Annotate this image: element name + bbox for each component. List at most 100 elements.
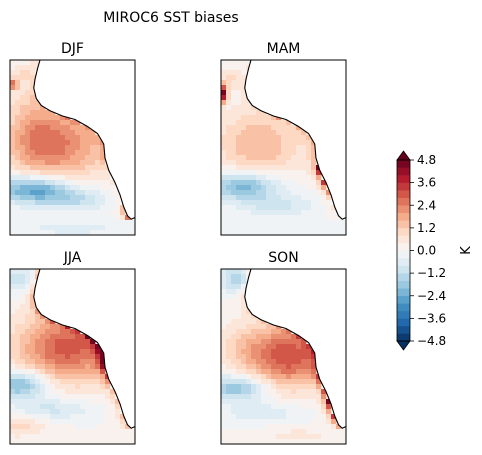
field-cell: [35, 135, 41, 141]
field-cell: [226, 379, 232, 385]
field-cell: [306, 210, 312, 216]
field-cell: [286, 130, 292, 136]
field-cell: [236, 80, 242, 86]
field-cell: [55, 210, 61, 216]
field-cell: [301, 155, 307, 161]
field-cell: [15, 135, 21, 141]
field-cell: [296, 220, 302, 226]
field-cell: [45, 110, 51, 116]
field-cell: [306, 140, 312, 146]
field-cell: [110, 220, 116, 226]
field-cell: [105, 379, 111, 385]
field-cell: [45, 160, 51, 166]
field-cell: [226, 314, 232, 320]
field-cell: [291, 399, 297, 405]
field-cell: [301, 404, 307, 410]
field-cell: [321, 195, 327, 201]
field-cell: [231, 279, 237, 285]
field-cell: [45, 334, 51, 340]
field-cell: [65, 155, 71, 161]
field-cell: [60, 125, 66, 131]
field-cell: [231, 180, 237, 186]
field-cell: [251, 165, 257, 171]
field-cell: [65, 389, 71, 395]
field-cell: [60, 150, 66, 156]
field-cell: [35, 359, 41, 365]
field-cell: [30, 414, 36, 420]
field-cell: [306, 354, 312, 360]
field-cell: [115, 225, 121, 231]
field-cell: [45, 379, 51, 385]
field-cell: [261, 364, 267, 370]
field-cell: [20, 190, 26, 196]
field-cell: [221, 150, 227, 156]
field-cell: [241, 414, 247, 420]
field-cell: [261, 170, 267, 176]
field-cell: [10, 185, 16, 191]
field-cell: [231, 349, 237, 355]
field-cell: [301, 220, 307, 226]
field-cell: [266, 190, 272, 196]
field-cell: [55, 344, 61, 350]
field-cell: [30, 274, 36, 280]
field-cell: [311, 434, 317, 440]
field-cell: [261, 220, 267, 226]
field-cell: [311, 145, 317, 151]
field-cell: [246, 210, 252, 216]
field-cell: [25, 190, 31, 196]
field-cell: [246, 130, 252, 136]
field-cell: [40, 180, 46, 186]
field-cell: [40, 195, 46, 201]
field-cell: [20, 369, 26, 375]
field-cell: [236, 135, 242, 141]
field-cell: [261, 369, 267, 375]
field-cell: [226, 90, 232, 96]
field-cell: [15, 95, 21, 101]
field-cell: [281, 359, 287, 365]
field-cell: [10, 314, 16, 320]
field-cell: [35, 215, 41, 221]
field-cell: [256, 329, 262, 335]
field-cell: [236, 65, 242, 71]
field-cell: [261, 125, 267, 131]
field-cell: [236, 309, 242, 315]
field-cell: [251, 205, 257, 211]
field-cell: [276, 429, 282, 435]
field-cell: [30, 185, 36, 191]
field-cell: [95, 135, 101, 141]
field-cell: [45, 210, 51, 216]
field-cell: [25, 359, 31, 365]
field-cell: [45, 319, 51, 325]
field-cell: [70, 165, 76, 171]
field-cell: [306, 200, 312, 206]
field-cell: [30, 215, 36, 221]
field-cell: [226, 409, 232, 415]
field-cell: [236, 155, 242, 161]
field-cell: [266, 205, 272, 211]
field-cell: [266, 140, 272, 146]
field-cell: [226, 354, 232, 360]
field-cell: [221, 299, 227, 305]
field-cell: [30, 180, 36, 186]
field-cell: [95, 140, 101, 146]
field-cell: [20, 329, 26, 335]
field-cell: [256, 404, 262, 410]
field-cell: [261, 429, 267, 435]
field-cell: [241, 150, 247, 156]
field-cell: [306, 170, 312, 176]
field-cell: [271, 155, 277, 161]
field-cell: [286, 135, 292, 141]
field-cell: [236, 180, 242, 186]
field-cell: [231, 339, 237, 345]
field-cell: [15, 389, 21, 395]
field-cell: [15, 394, 21, 400]
field-cell: [40, 344, 46, 350]
field-cell: [75, 389, 81, 395]
field-cell: [50, 409, 56, 415]
field-cell: [30, 105, 36, 111]
field-cell: [105, 205, 111, 211]
field-cell: [50, 404, 56, 410]
field-cell: [15, 289, 21, 295]
field-cell: [226, 165, 232, 171]
field-cell: [65, 369, 71, 375]
